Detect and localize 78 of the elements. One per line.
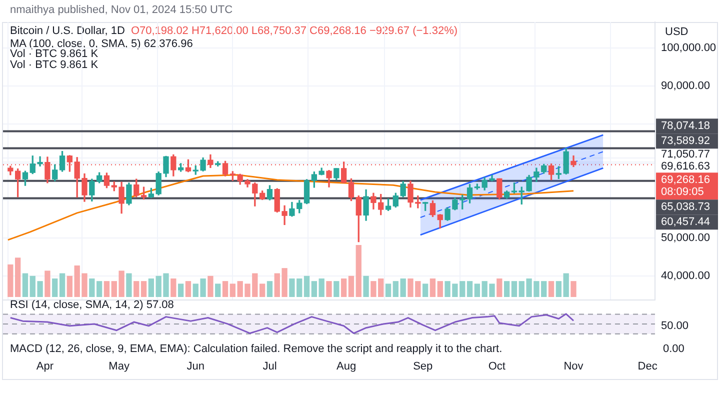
bar: [430, 278, 436, 297]
x-tick-label: Aug: [336, 360, 356, 373]
annotation: Vol · BTC 9.861 K: [10, 48, 98, 60]
bar: [334, 281, 340, 297]
bar: [104, 281, 110, 297]
bar: [140, 281, 147, 297]
bar: [134, 281, 140, 297]
x-tick-label: Oct: [488, 360, 506, 373]
bar: [222, 281, 228, 297]
annotation: RSI (14, close, SMA, 14, 2) 57.08: [10, 299, 174, 311]
bar: [504, 281, 510, 297]
bar: [363, 276, 369, 297]
ref-line-label: 69,268.16 08:09:05: [661, 174, 710, 198]
x-tick-label: Dec: [638, 360, 658, 373]
bar: [392, 281, 399, 297]
bar: [570, 281, 576, 297]
bar: [8, 264, 14, 297]
bar: [318, 278, 324, 297]
bar: [44, 270, 50, 297]
bar: [52, 278, 58, 297]
bar: [422, 284, 428, 297]
y-axis-title: USD: [665, 26, 688, 38]
bar: [185, 281, 192, 297]
bar: [22, 273, 28, 297]
chart-subtitle: O70,198.02 H71,620.00 L68,750.37 C69,268.16 −929.67 (−1.32%): [130, 25, 458, 37]
bar: [215, 284, 221, 297]
bar: [326, 281, 332, 297]
x-tick-label: Jul: [262, 360, 277, 373]
ref-line-label: 73,589.92: [661, 135, 710, 148]
text: 50.00: [661, 320, 689, 332]
bar: [340, 278, 347, 297]
bar: [385, 284, 392, 297]
text: MACD (12, 26, close, 9, EMA, EMA): Calculation failed. Remove the script and reapply it to the chart.: [10, 343, 502, 355]
bar: [66, 276, 73, 297]
bar: [356, 245, 362, 297]
bar: [59, 273, 66, 297]
bar: [259, 284, 266, 297]
y-tick-label: 50,000.00: [661, 232, 710, 244]
x-tick-label: Sep: [413, 360, 433, 373]
x-tick-label: Nov: [564, 360, 584, 373]
bar: [89, 278, 95, 297]
bar: [474, 284, 480, 297]
bar: [466, 281, 473, 297]
bar: [148, 278, 154, 297]
annotation: Vol · BTC 9.861 K: [10, 59, 98, 71]
y-tick-label: 69,616.63: [661, 160, 710, 173]
bar: [178, 284, 184, 297]
bar: [511, 281, 518, 297]
annotation: MA (100, close, 0, SMA, 5) 62,376.96: [10, 38, 193, 50]
chart-title: Bitcoin / U.S. Dollar, 1D: [10, 25, 125, 37]
bar: [400, 278, 406, 297]
text: 0.00: [663, 343, 684, 355]
y-tick-label: 100,000.00: [661, 42, 716, 54]
bar: [496, 278, 502, 297]
ref-line-label: 60,457.44: [661, 216, 710, 228]
bar: [548, 281, 554, 297]
bar: [126, 273, 132, 297]
bar: [230, 284, 236, 297]
text: nmaithya published, Nov 01, 2024 15:50 UTC: [10, 4, 233, 16]
bar: [348, 276, 354, 297]
y-tick-label: 40,000.00: [661, 270, 710, 282]
ref-line-label: 65,038.73: [661, 201, 710, 214]
bar: [563, 273, 569, 297]
ref-line-label: 78,074.18: [661, 120, 710, 132]
y-tick-label: 90,000.00: [661, 80, 710, 92]
bar: [170, 278, 176, 297]
y-tick-label: 71,050.77: [661, 148, 710, 161]
bar: [96, 281, 102, 297]
bar: [208, 276, 214, 297]
bar: [266, 281, 273, 297]
bar: [437, 281, 443, 297]
bar: [556, 281, 562, 297]
x-tick-label: Jun: [186, 360, 205, 373]
x-tick-label: Apr: [36, 360, 54, 373]
x-tick-label: May: [108, 360, 130, 373]
bar: [304, 276, 310, 297]
bar: [14, 258, 21, 297]
bar: [311, 281, 318, 297]
